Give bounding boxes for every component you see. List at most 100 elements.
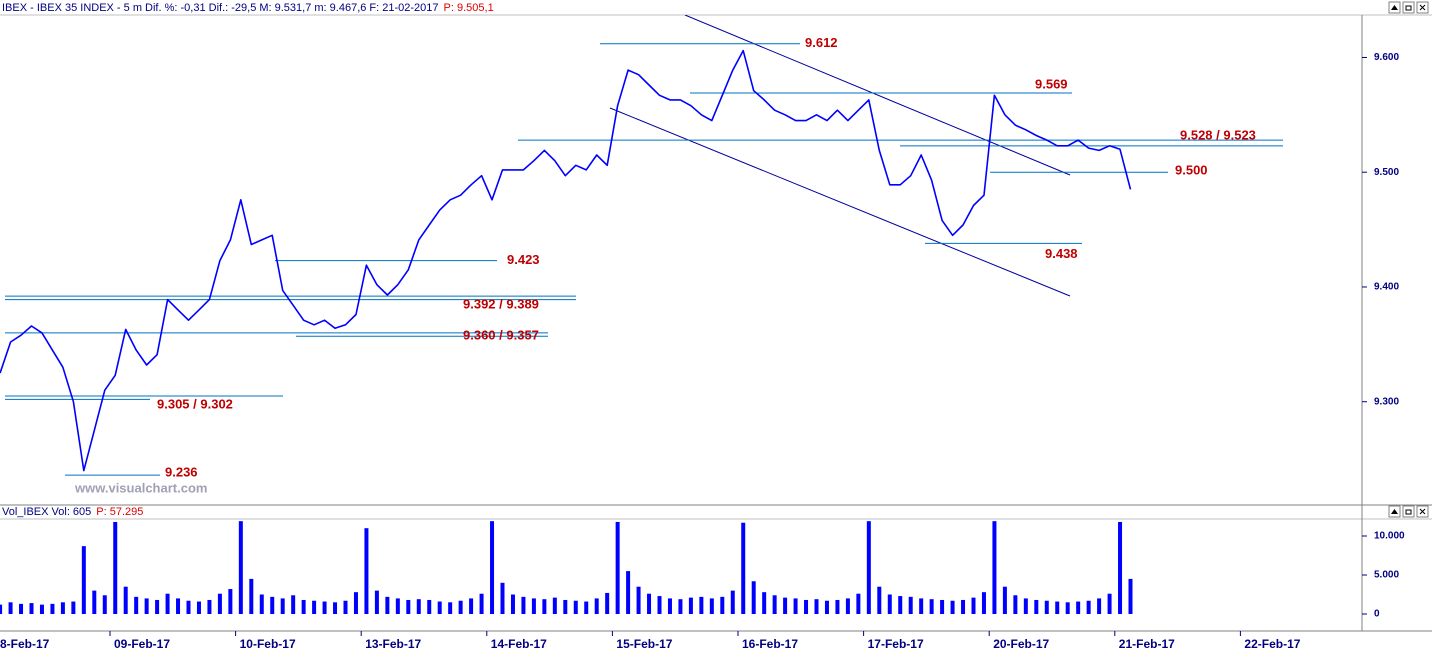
chart-header: IBEX - IBEX 35 INDEX - 5 m Dif. %: -0,31… <box>2 2 439 14</box>
volume-bar <box>573 600 578 615</box>
volume-bar <box>1107 593 1112 615</box>
volume-bar <box>196 601 201 615</box>
y-tick-label: 10.000 <box>1374 531 1405 542</box>
volume-bar <box>531 598 536 615</box>
volume-bar <box>0 604 3 615</box>
volume-bar <box>353 592 358 615</box>
volume-bar <box>552 597 557 615</box>
levels <box>5 43 1283 476</box>
button[interactable] <box>1402 505 1415 518</box>
volume-bar <box>1128 578 1133 615</box>
volume-bar <box>845 598 850 615</box>
volume-bar <box>1076 601 1081 615</box>
volume-bar <box>39 604 44 615</box>
y-tick-label: 9.400 <box>1374 282 1399 293</box>
volume-bar <box>291 595 296 615</box>
volume-bar <box>144 598 149 615</box>
volume-bar <box>877 586 882 615</box>
x-tick-label: 21-Feb-17 <box>1119 637 1175 651</box>
volume-bar <box>584 601 589 615</box>
y-tick-label: 0 <box>1374 609 1380 620</box>
volume-bar <box>992 521 997 615</box>
icon <box>1419 508 1426 515</box>
volume-bar <box>950 600 955 615</box>
volume-bar <box>919 598 924 615</box>
volume-bar <box>981 592 986 615</box>
volume-bar <box>730 590 735 615</box>
volume-bar <box>626 571 631 615</box>
volume-bar <box>824 600 829 615</box>
volume-bar <box>448 602 453 615</box>
volume-bar <box>469 598 474 615</box>
level-label: 9.305 / 9.302 <box>157 396 233 411</box>
volume-bar <box>490 521 495 615</box>
volume-bar <box>458 600 463 615</box>
volume-bar <box>772 595 777 615</box>
volume-bar <box>385 596 390 615</box>
volume-bar <box>929 599 934 615</box>
volume-bar <box>521 596 526 615</box>
x-tick-label: 22-Feb-17 <box>1244 637 1300 651</box>
x-tick-label: 8-Feb-17 <box>0 637 50 651</box>
level-label: 9.392 / 9.389 <box>463 297 539 312</box>
volume-bar <box>19 603 24 615</box>
volume-bar <box>709 598 714 615</box>
icon <box>1391 509 1398 514</box>
volume-bar <box>856 593 861 615</box>
level-label: 9.569 <box>1035 76 1068 91</box>
volume-bar <box>176 598 181 615</box>
volume-bar <box>1002 586 1007 615</box>
watermark: www.visualchart.com <box>74 480 207 495</box>
volume-bar <box>1023 598 1028 615</box>
volume-bar <box>437 601 442 615</box>
volume-bar <box>427 599 432 615</box>
volume-bar <box>835 599 840 615</box>
volume-bar <box>102 595 107 615</box>
volume-bar <box>1086 600 1091 615</box>
volume-bar <box>8 602 13 615</box>
trend-line <box>684 15 1071 176</box>
volume-bar <box>605 592 610 615</box>
icon <box>1405 509 1412 515</box>
volume-bar <box>134 596 139 615</box>
volume-bar <box>81 546 86 615</box>
x-tick-label: 13-Feb-17 <box>365 637 421 651</box>
volume-bar <box>374 590 379 615</box>
y-tick-label: 9.500 <box>1374 167 1399 178</box>
price-series <box>0 49 1132 472</box>
volume-bar <box>1118 521 1123 615</box>
volume-bar <box>678 599 683 615</box>
volume-bar <box>123 586 128 615</box>
volume-bar <box>113 521 118 615</box>
volume-bar <box>270 596 275 615</box>
volume-bar <box>364 528 369 615</box>
y-tick-label: 9.300 <box>1374 396 1399 407</box>
volume-series <box>0 521 1133 615</box>
volume-bar <box>720 596 725 615</box>
volume-bar <box>238 521 243 615</box>
y-tick-label: 5.000 <box>1374 570 1399 581</box>
volume-bar <box>563 599 568 615</box>
volume-bar <box>594 598 599 615</box>
volume-bar <box>510 594 515 615</box>
volume-bar <box>333 602 338 615</box>
volume-header-price: P: 57.295 <box>96 506 143 518</box>
volume-bar <box>500 582 505 615</box>
volume-bar <box>866 521 871 615</box>
x-tick-label: 15-Feb-17 <box>616 637 672 651</box>
trend-channel <box>609 15 1071 297</box>
button[interactable] <box>1402 1 1415 14</box>
volume-bar <box>479 593 484 615</box>
x-axis: 8-Feb-17 09-Feb-17 10-Feb-17 13-Feb-17 14-Fe… <box>0 631 1301 651</box>
volume-bar <box>793 598 798 615</box>
volume-bar <box>416 599 421 615</box>
volume-bar <box>406 599 411 615</box>
volume-bar <box>165 593 170 615</box>
volume-bar <box>814 599 819 615</box>
volume-bar <box>1013 595 1018 615</box>
level-label: 9.236 <box>165 465 198 480</box>
button-icons <box>1391 4 1426 515</box>
volume-bar <box>207 599 212 615</box>
